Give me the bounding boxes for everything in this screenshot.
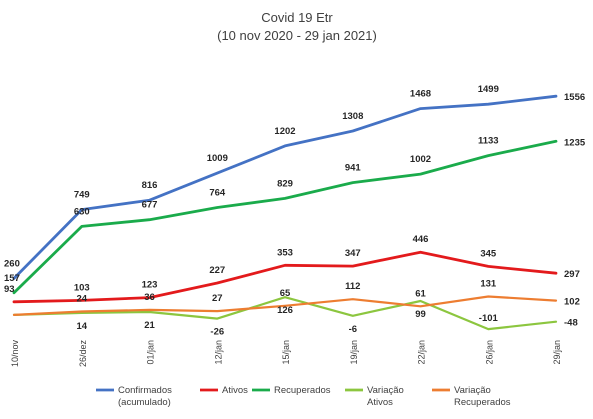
series-line-2 [12, 139, 558, 295]
legend-label: Confirmados [118, 385, 172, 396]
data-label: 112 [345, 281, 360, 292]
data-label: 14 [77, 321, 88, 332]
data-label: 345 [480, 248, 497, 259]
data-label: 24 [77, 294, 88, 305]
legend-label: Recuperados [274, 385, 331, 396]
data-label: 36 [144, 292, 155, 303]
data-label: 227 [209, 265, 225, 276]
data-label: 1499 [478, 84, 499, 95]
data-label: 677 [142, 200, 158, 211]
legend-label: Variação [367, 385, 404, 396]
series-line-0 [12, 94, 558, 280]
data-label: 65 [280, 288, 291, 299]
series-line-1 [12, 250, 558, 304]
data-label: 1468 [410, 89, 431, 100]
data-label: 21 [144, 320, 155, 331]
data-label: -6 [349, 324, 357, 335]
legend-label: Variação [454, 385, 491, 396]
legend-label: Recuperados [454, 397, 511, 408]
x-tick-label: 29/jan [552, 340, 562, 365]
data-label: -26 [210, 327, 224, 338]
x-tick-label: 22/jan [417, 340, 427, 365]
data-label: 1002 [410, 154, 431, 165]
data-label: 131 [480, 279, 497, 290]
data-label: 103 [74, 282, 90, 293]
data-label: 1009 [207, 153, 228, 164]
data-label: 157 [4, 273, 20, 284]
data-label: 1202 [274, 126, 295, 137]
x-tick-label: 12/jan [213, 340, 223, 365]
data-label: 297 [564, 269, 580, 280]
data-label: 630 [74, 206, 90, 217]
data-label: 764 [209, 188, 226, 199]
legend-label: Ativos [367, 397, 393, 408]
data-label: 260 [4, 258, 20, 269]
data-label: -48 [564, 318, 578, 329]
data-label: 99 [415, 309, 426, 320]
data-label: 347 [345, 248, 361, 259]
data-label: 1556 [564, 92, 585, 103]
data-label: 941 [345, 163, 362, 174]
series-lines [12, 94, 558, 331]
chart-title: Covid 19 Etr [261, 10, 333, 25]
x-tick-label: 01/jan [146, 340, 156, 365]
x-tick-label: 26/jan [484, 340, 494, 365]
chart-legend: Confirmados(acumulado)Ativos Recuperados V… [96, 385, 511, 408]
data-label: 353 [277, 247, 293, 258]
data-label: 93 [4, 284, 15, 295]
x-tick-label: 26/dez [78, 340, 88, 368]
data-label: 102 [564, 297, 580, 308]
data-label: 126 [277, 305, 293, 316]
legend-label: (acumulado) [118, 397, 171, 408]
data-label: 446 [413, 234, 429, 245]
series-line-4 [12, 295, 558, 316]
data-label: 123 [142, 280, 158, 291]
data-label: 829 [277, 178, 293, 189]
data-label: 1308 [342, 111, 363, 122]
data-label: 1235 [564, 137, 586, 148]
data-label: -101 [479, 313, 499, 324]
data-label: 1133 [478, 136, 499, 147]
series-line-3 [12, 296, 558, 331]
data-label: 816 [142, 180, 158, 191]
data-label: 749 [74, 190, 90, 201]
legend-label: Ativos [222, 385, 248, 396]
x-tick-label: 15/jan [281, 340, 291, 365]
data-label: 27 [212, 293, 223, 304]
chart-subtitle: (10 nov 2020 - 29 jan 2021) [217, 28, 377, 43]
x-tick-label: 10/nov [10, 340, 20, 368]
x-axis-tick-labels: 10/nov 26/dez 01/jan 12/jan 15/jan 19/jan 22/j… [10, 340, 562, 368]
data-label: 61 [415, 288, 426, 299]
x-tick-label: 19/jan [349, 340, 359, 365]
